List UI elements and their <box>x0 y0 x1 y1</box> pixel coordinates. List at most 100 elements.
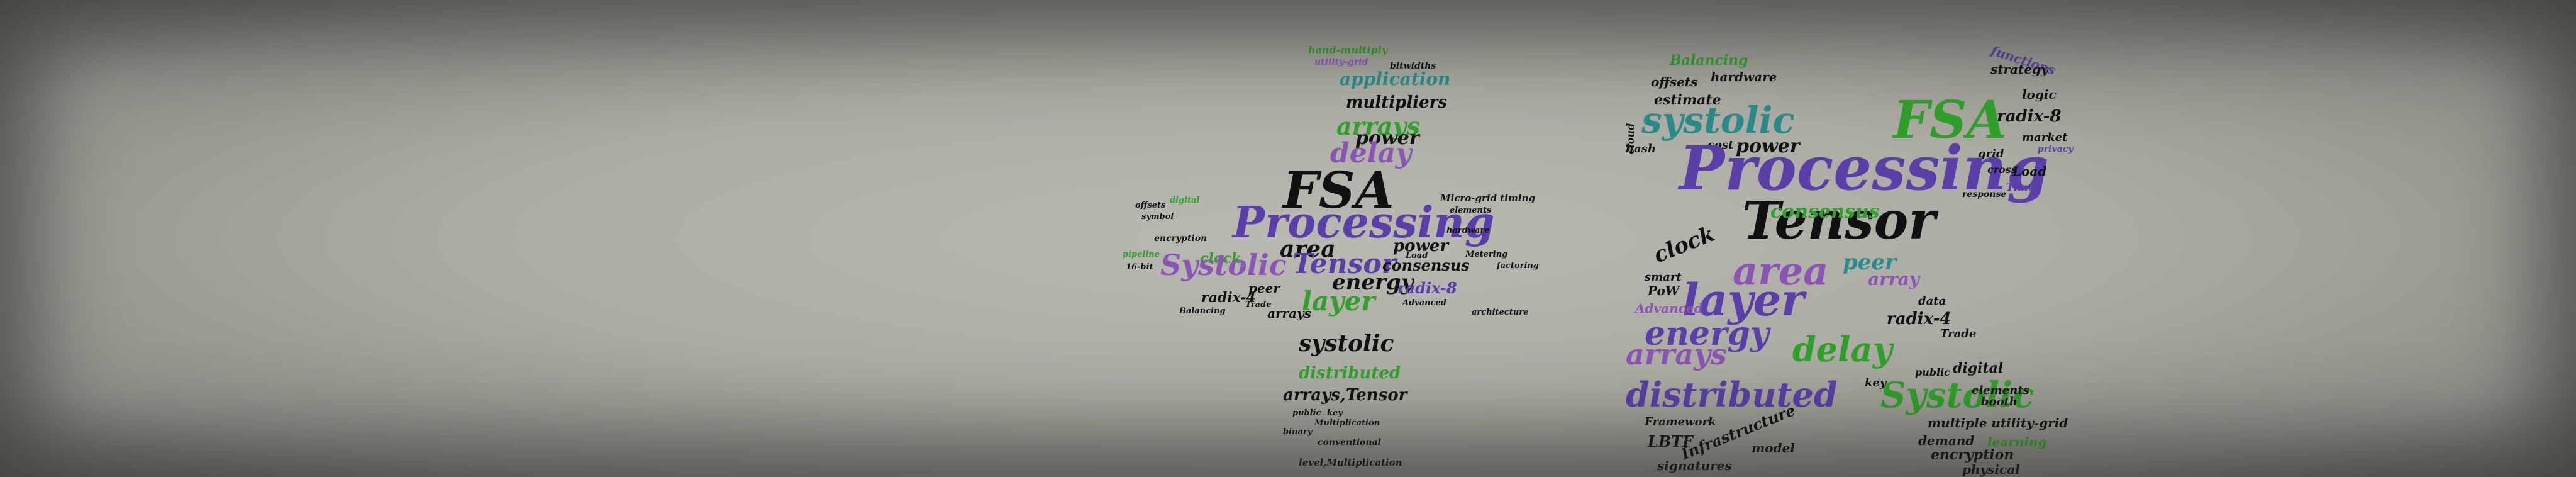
word: level,Multiplication <box>1299 457 1402 468</box>
word: public <box>1292 408 1321 418</box>
word: public <box>1915 366 1950 378</box>
word: clock <box>1650 221 1719 269</box>
word: elements <box>1972 384 2029 397</box>
word: cost <box>1707 138 1734 152</box>
word: signatures <box>1657 458 1732 473</box>
word: energy <box>1332 270 1414 295</box>
word: hash <box>1626 142 1656 155</box>
word: systolic <box>1299 330 1394 357</box>
word: array <box>1868 269 1920 289</box>
word: power <box>1355 127 1419 149</box>
word: systolic <box>1641 99 1795 142</box>
word: cloud <box>1624 123 1636 154</box>
word: factoring <box>1497 261 1539 271</box>
word: hand-multiply <box>1308 44 1388 56</box>
word: arrays <box>1267 306 1311 321</box>
word: demand <box>1918 433 1975 448</box>
word: physical <box>1962 462 2020 477</box>
plus-word-cloud: hand-multiply utility-grid bitwidths app… <box>1123 0 1553 477</box>
word: booth <box>1981 395 2018 408</box>
word: LBTF <box>1648 432 1694 451</box>
word: symbol <box>1141 212 1174 222</box>
word: grid <box>1978 147 2004 160</box>
word: hardware <box>1711 69 1777 84</box>
word: clock <box>1200 250 1241 267</box>
word: bitwidths <box>1390 61 1436 71</box>
word: Processing <box>1233 198 1495 248</box>
word: market <box>2022 131 2068 144</box>
word: Tensor <box>1292 248 1396 280</box>
word: Advanced <box>1635 301 1703 316</box>
word: Time <box>2006 181 2035 193</box>
word: estimate <box>1654 92 1721 108</box>
word: Processing <box>1679 133 2049 204</box>
word: strategy <box>1990 62 2048 77</box>
word: distributed <box>1299 364 1401 383</box>
word: conventional <box>1318 437 1381 447</box>
word: Balancing <box>1179 306 1226 316</box>
word: application <box>1340 69 1451 89</box>
word: Load <box>1406 251 1428 261</box>
word: Trade <box>1940 327 1977 340</box>
word: peer <box>1248 281 1280 296</box>
word: delay <box>1330 137 1412 169</box>
word: radix-8 <box>1397 279 1457 297</box>
word: privacy <box>2038 144 2074 154</box>
word: radix-8 <box>1997 107 2062 126</box>
word: Tensor <box>1742 191 1936 251</box>
word: elements <box>1450 206 1492 215</box>
word: area <box>1280 236 1336 262</box>
word: consensus <box>1382 256 1470 274</box>
word: model <box>1752 441 1795 456</box>
word: data <box>1918 295 1946 308</box>
word: radix-4 <box>1201 289 1256 306</box>
word: power <box>1736 135 1800 157</box>
word: FSA <box>1283 160 1394 220</box>
word: Systolic <box>1880 374 2035 416</box>
word: consensus <box>1770 201 1880 223</box>
word: hardware <box>1446 226 1490 235</box>
word: cross <box>1987 164 2017 176</box>
word: Framework <box>1645 415 1716 429</box>
word: area <box>1733 248 1829 294</box>
word: energy <box>1645 315 1769 353</box>
word: Advanced <box>1402 298 1446 308</box>
word: arrays <box>1626 337 1727 371</box>
word: multiple utility-grid <box>1928 415 2068 430</box>
word: power <box>1393 237 1449 255</box>
word: Metering <box>1465 250 1508 259</box>
word: digital <box>1170 196 1200 205</box>
word: FSA <box>1893 90 2007 150</box>
word: pipeline <box>1123 250 1160 259</box>
word: Systolic <box>1160 248 1287 282</box>
word: arrays,Tensor <box>1283 386 1407 405</box>
word: offsets <box>1651 74 1698 89</box>
word: smart <box>1645 271 1682 284</box>
word: delay <box>1792 329 1892 369</box>
word: Load <box>2012 164 2047 179</box>
word: key <box>1327 408 1343 418</box>
word: radix-4 <box>1887 310 1951 328</box>
word: layer <box>1682 274 1805 326</box>
word: Micro-grid timing <box>1440 193 1535 204</box>
word: digital <box>1953 360 2004 376</box>
word: architecture <box>1472 308 1529 317</box>
word: response <box>1962 189 2007 199</box>
word: distributed <box>1626 374 1838 415</box>
word: Trade <box>1245 300 1272 310</box>
word: utility-grid <box>1314 57 1368 67</box>
word: encryption <box>1154 233 1208 244</box>
word: logic <box>2022 87 2057 102</box>
word: multipliers <box>1346 93 1447 112</box>
word: Balancing <box>1670 52 1748 69</box>
word: layer <box>1302 286 1375 317</box>
word: arrays <box>1336 112 1420 140</box>
word: offsets <box>1135 201 1166 210</box>
word: Multiplication <box>1314 418 1380 428</box>
word: learning <box>1987 434 2047 449</box>
word: binary <box>1283 427 1313 437</box>
word: peer <box>1843 250 1896 275</box>
times-word-cloud: Balancing functions hardware offsets str… <box>1610 0 2101 477</box>
word: key <box>1865 376 1887 390</box>
word: 16-bit <box>1126 262 1153 272</box>
